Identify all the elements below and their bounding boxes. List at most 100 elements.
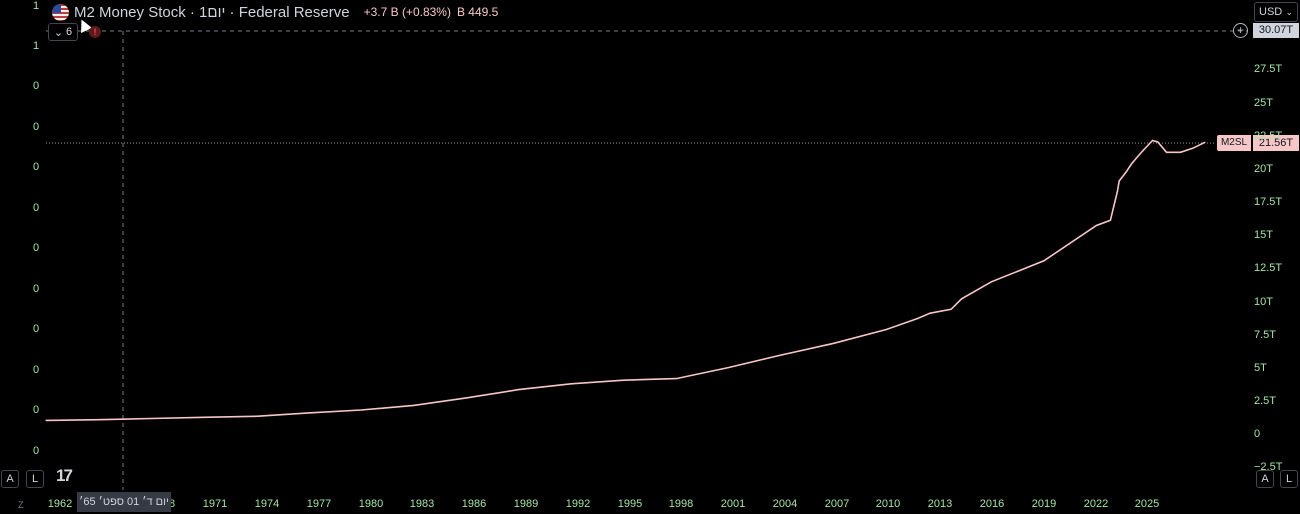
- crosshair-price-label: 30.07T: [1253, 23, 1299, 38]
- x-tick-label: 1986: [461, 498, 487, 510]
- left-axis-label: 0: [32, 283, 40, 295]
- x-tick-label: 1989: [513, 498, 539, 510]
- data-point: [675, 378, 677, 380]
- data-point: [1109, 219, 1111, 221]
- x-tick-label: 1962: [47, 498, 73, 510]
- volume-value: B 449.5: [456, 5, 499, 19]
- x-tick-label: 2007: [824, 498, 850, 510]
- symbol-title[interactable]: M2 Money Stock · 1יום · Federal Reserve: [74, 3, 350, 21]
- x-tick-label: 2019: [1031, 498, 1057, 510]
- x-tick-label: 1992: [565, 498, 591, 510]
- data-point: [465, 397, 467, 399]
- x-tick-label: 2022: [1083, 498, 1109, 510]
- data-point: [518, 389, 520, 391]
- y-tick-label: 5T: [1254, 362, 1267, 374]
- chart-header: M2 Money Stock · 1יום · Federal Reserve …: [52, 2, 498, 22]
- data-point: [990, 281, 993, 283]
- x-tick-label: 1974: [254, 498, 280, 510]
- x-tick-label: 1971: [202, 498, 228, 510]
- data-point: [1125, 171, 1127, 173]
- y-tick-label: 17.5T: [1254, 196, 1283, 208]
- data-point: [1043, 260, 1045, 262]
- collapse-indicators-button[interactable]: ⌄ 6: [48, 23, 78, 41]
- x-tick-label: 1977: [306, 498, 332, 510]
- price-change: +3.7 B (+0.83%): [363, 5, 451, 19]
- series-line-path: [45, 139, 1206, 422]
- warning-icon[interactable]: !: [89, 26, 101, 38]
- left-axis-label: 0: [32, 404, 40, 416]
- auto-scale-left-button[interactable]: A: [1, 470, 19, 488]
- series-line-M2SL[interactable]: [45, 139, 1206, 422]
- x-tick-label: 2010: [875, 498, 901, 510]
- data-point: [885, 328, 887, 331]
- x-tick-label: 2013: [927, 498, 953, 510]
- data-point: [1192, 147, 1194, 149]
- left-axis-label: 0: [32, 121, 40, 133]
- data-point: [570, 383, 572, 385]
- log-scale-right-button[interactable]: L: [1280, 470, 1298, 488]
- data-point: [1179, 151, 1182, 153]
- data-point: [1157, 141, 1159, 143]
- data-point: [203, 416, 205, 418]
- left-axis-label: 1: [32, 0, 40, 12]
- zoom-reset-label[interactable]: Z: [18, 500, 24, 510]
- data-point: [1151, 139, 1154, 142]
- add-plus-icon[interactable]: +: [1233, 23, 1248, 38]
- left-axis-label: 0: [32, 202, 40, 214]
- log-scale-left-button[interactable]: L: [26, 470, 44, 488]
- data-point: [308, 412, 310, 414]
- data-point: [1116, 190, 1118, 193]
- auto-scale-right-button[interactable]: A: [1256, 470, 1274, 488]
- y-tick-label: 20T: [1254, 163, 1273, 175]
- x-tick-label: 2001: [720, 498, 746, 510]
- y-tick-label: 2.5T: [1254, 395, 1277, 407]
- y-tick-label: 0: [1254, 428, 1261, 440]
- x-tick-label: 1983: [409, 498, 435, 510]
- data-point: [929, 312, 931, 314]
- data-point: [1130, 163, 1132, 165]
- currency-select[interactable]: USD ⌄: [1254, 2, 1298, 22]
- left-axis-label: 1: [32, 40, 40, 52]
- x-tick-label: 2016: [979, 498, 1005, 510]
- x-tick-label: 1980: [358, 498, 384, 510]
- data-point: [413, 404, 415, 406]
- left-axis-label: 0: [32, 161, 40, 173]
- data-point: [728, 366, 730, 369]
- chevron-down-icon: ⌄: [53, 26, 64, 39]
- left-axis-label: 0: [32, 445, 40, 457]
- y-tick-label: 12.5T: [1254, 262, 1283, 274]
- tradingview-logo[interactable]: 17: [56, 466, 73, 485]
- data-point: [833, 342, 835, 344]
- series-last-value: 21.56T: [1253, 135, 1299, 151]
- series-symbol-tag: M2SL: [1217, 135, 1251, 151]
- x-tick-label: 1995: [617, 498, 643, 510]
- chevron-down-icon: ⌄: [1285, 6, 1293, 17]
- y-tick-label: 15T: [1254, 229, 1273, 241]
- y-tick-label: 22.5T: [1254, 130, 1283, 142]
- data-point: [950, 308, 952, 310]
- y-tick-label: 7.5T: [1254, 329, 1277, 341]
- data-point: [150, 417, 152, 420]
- data-point: [623, 379, 625, 381]
- x-tick-label: 2025: [1134, 498, 1160, 510]
- data-point: [255, 415, 257, 417]
- data-point: [360, 409, 362, 411]
- collapse-count: 6: [66, 26, 73, 38]
- data-point: [45, 419, 47, 421]
- us-flag-icon: [52, 3, 69, 21]
- left-axis-label: 0: [32, 364, 40, 376]
- crosshair-date-label: יום ד׳ 01 ספט׳ 65׳: [77, 492, 171, 512]
- y-tick-label: 27.5T: [1254, 63, 1283, 75]
- data-point: [961, 298, 963, 300]
- data-point: [1139, 153, 1141, 155]
- left-axis-label: 0: [32, 242, 40, 254]
- x-tick-label: 8: [168, 498, 176, 510]
- x-tick-label: 1998: [668, 498, 694, 510]
- y-tick-label: 25T: [1254, 97, 1273, 109]
- data-point: [1095, 224, 1097, 227]
- left-axis-label: 0: [32, 80, 40, 92]
- data-point: [1204, 141, 1206, 143]
- data-point: [780, 354, 782, 356]
- data-point: [97, 419, 100, 421]
